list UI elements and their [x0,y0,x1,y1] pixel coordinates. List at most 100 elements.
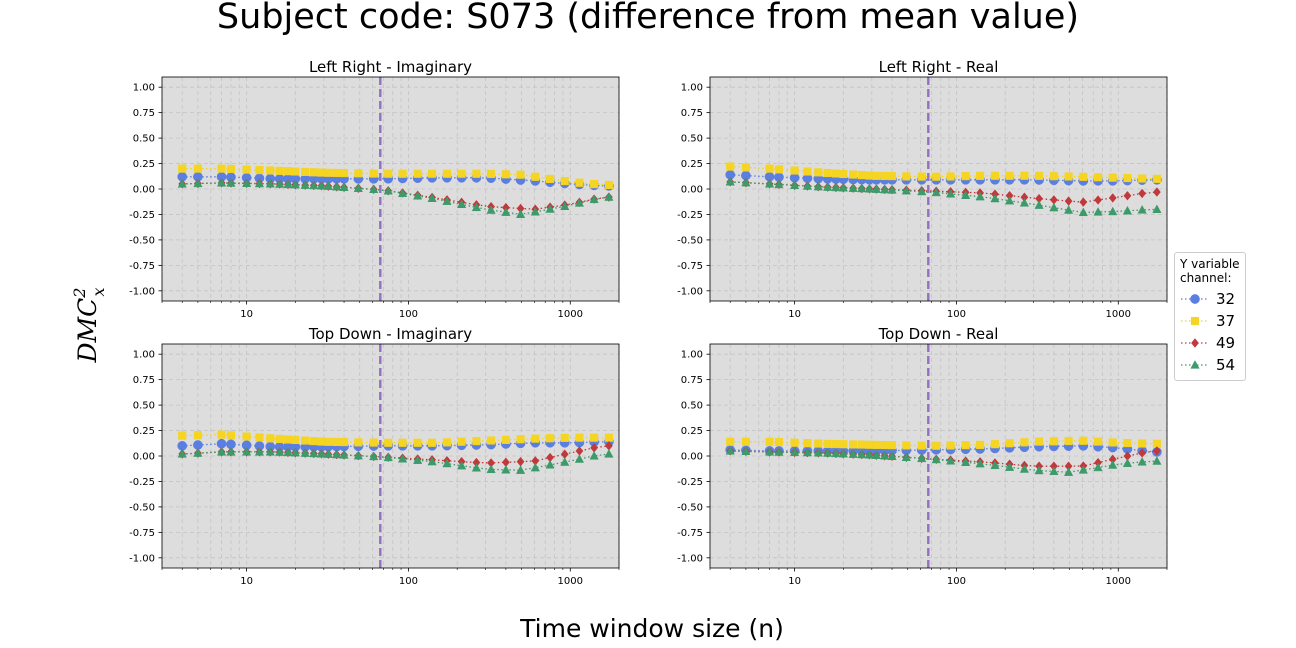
y-tick-label: 0.75 [681,108,703,119]
y-tick-label: 0.25 [681,159,703,170]
data-point-54 [332,449,342,459]
data-point-37 [487,169,496,178]
data-point-37 [902,172,911,181]
legend-title-line1: Y variable [1180,257,1240,271]
data-point-54 [290,179,300,189]
data-point-54 [413,190,423,200]
data-point-54 [353,183,363,192]
data-point-54 [265,446,275,456]
data-point-54 [383,452,393,462]
panel-4: -1.00 -0.75 -0.50 -0.25 0.00 0.25 0.50 0.75 1.00… [677,325,1168,587]
data-point-37 [516,435,525,444]
data-point-37 [1005,171,1014,180]
y-tick-label: 0.00 [681,452,703,463]
data-point-37 [765,164,774,173]
data-point-37 [242,165,251,174]
series-37 [178,164,613,189]
data-point-54 [857,449,867,459]
legend-label: 37 [1216,312,1236,330]
legend-swatch-marker [1191,338,1199,348]
y-tick-label: -0.50 [129,235,155,246]
y-tick-label: -0.50 [677,235,703,246]
data-point-54 [990,460,1000,470]
data-point-37 [266,434,275,443]
data-point-37 [849,440,858,449]
y-tick-label: 0.75 [133,108,155,119]
data-point-54 [413,455,423,464]
legend-item-32: 32 [1180,288,1240,310]
data-point-54 [242,178,252,188]
data-point-37 [946,441,955,450]
data-point-37 [814,168,823,177]
data-point-54 [471,202,482,212]
data-point-54 [560,457,570,466]
data-point-54 [254,178,265,188]
data-point-54 [323,181,333,190]
data-point-37 [865,440,874,449]
y-tick-label: -0.75 [677,261,703,272]
y-tick-label: -1.00 [129,553,155,564]
data-point-37 [765,437,774,446]
data-point-54 [309,448,319,458]
data-point-37 [1123,174,1132,183]
data-point-54 [917,186,927,196]
data-point-54 [216,446,227,456]
data-point-54 [1122,458,1133,467]
data-point-37 [872,440,881,449]
data-point-54 [574,454,585,463]
data-point-37 [932,172,941,181]
data-point-37 [1064,172,1073,181]
data-point-54 [290,447,300,457]
data-point-37 [324,437,333,446]
data-point-37 [888,172,897,181]
data-point-37 [917,172,926,181]
data-point-37 [275,166,284,175]
data-point-54 [574,198,585,207]
data-point-54 [838,448,848,458]
data-point-37 [1079,436,1088,445]
x-tick-label: 1000 [1106,309,1131,320]
data-point-54 [802,181,813,190]
data-point-37 [283,167,292,176]
data-point-37 [604,433,613,442]
data-point-37 [741,163,750,172]
y-tick-label: -0.50 [129,502,155,513]
data-point-54 [442,196,452,205]
data-point-37 [1108,438,1117,447]
legend-item-49: 49 [1180,332,1240,354]
data-point-54 [831,448,841,458]
legend-item-54: 54 [1180,354,1240,376]
data-point-54 [945,188,956,198]
data-point-37 [354,169,363,178]
data-point-37 [803,439,812,448]
data-point-37 [1049,437,1058,446]
data-point-37 [880,440,889,450]
y-tick-label: 1.00 [133,350,155,361]
data-point-37 [193,431,202,440]
panel-title: Left Right - Imaginary [309,58,472,76]
data-point-37 [291,167,300,176]
y-tick-label: 0.50 [681,134,703,145]
data-point-37 [831,169,840,178]
data-point-37 [604,180,613,189]
data-point-37 [283,435,292,444]
panel-1: -1.00 -0.75 -0.50 -0.25 0.00 0.25 0.50 0.75 1.00… [129,58,620,320]
data-point-54 [880,184,890,194]
data-point-54 [283,447,293,457]
data-point-37 [413,438,422,447]
data-point-54 [1137,457,1147,466]
y-tick-label: -0.25 [677,210,703,221]
data-point-54 [316,448,327,458]
data-point-49 [1094,195,1102,205]
data-point-37 [193,164,202,173]
data-point-54 [1019,197,1030,207]
data-point-37 [803,167,812,176]
data-point-54 [369,451,379,461]
grid [161,344,620,568]
data-point-37 [242,432,251,441]
data-point-37 [457,437,466,446]
y-tick-label: -0.75 [129,261,155,272]
data-point-54 [604,449,614,458]
data-point-37 [1094,173,1103,182]
